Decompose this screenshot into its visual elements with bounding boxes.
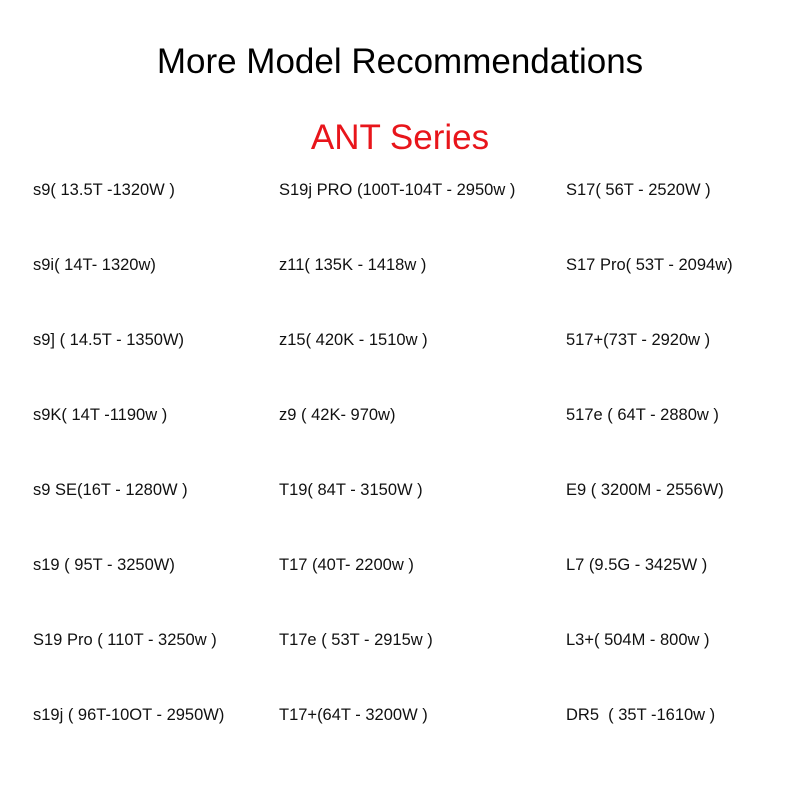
model-item: s9 SE(16T - 1280W ) [33, 481, 188, 499]
model-item: s9i( 14T- 1320w) [33, 256, 156, 274]
model-item: E9 ( 3200M - 2556W) [566, 481, 724, 499]
model-item: T17e ( 53T - 2915w ) [279, 631, 433, 649]
model-item: S17( 56T - 2520W ) [566, 181, 711, 199]
model-item: s9] ( 14.5T - 1350W) [33, 331, 185, 349]
model-item: s9( 13.5T -1320W ) [33, 181, 175, 199]
model-item: s19 ( 95T - 3250W) [33, 556, 175, 574]
model-item: S19j PRO (100T-104T - 2950w ) [279, 181, 516, 199]
model-item: S17 Pro( 53T - 2094w) [566, 256, 733, 274]
model-item: 517+(73T - 2920w ) [566, 331, 711, 349]
page-title: More Model Recommendations [156, 42, 644, 81]
model-item: S19 Pro ( 110T - 3250w ) [33, 631, 217, 649]
model-item: L7 (9.5G - 3425W ) [566, 556, 708, 574]
model-item: 517e ( 64T - 2880w ) [566, 406, 719, 424]
model-item: z9 ( 42K- 970w) [279, 406, 396, 424]
series-heading: ANT Series [310, 118, 490, 157]
model-item: s9K( 14T -1190w ) [33, 406, 168, 424]
model-item: z15( 420K - 1510w ) [279, 331, 428, 349]
model-item: DR5 ( 35T -1610w ) [566, 706, 716, 724]
model-item: T19( 84T - 3150W ) [279, 481, 423, 499]
model-item: T17+(64T - 3200W ) [279, 706, 428, 724]
model-item: L3+( 504M - 800w ) [566, 631, 710, 649]
model-item: z11( 135K - 1418w ) [279, 256, 427, 274]
model-item: T17 (40T- 2200w ) [279, 556, 414, 574]
model-item: s19j ( 96T-10OT - 2950W) [33, 706, 225, 724]
